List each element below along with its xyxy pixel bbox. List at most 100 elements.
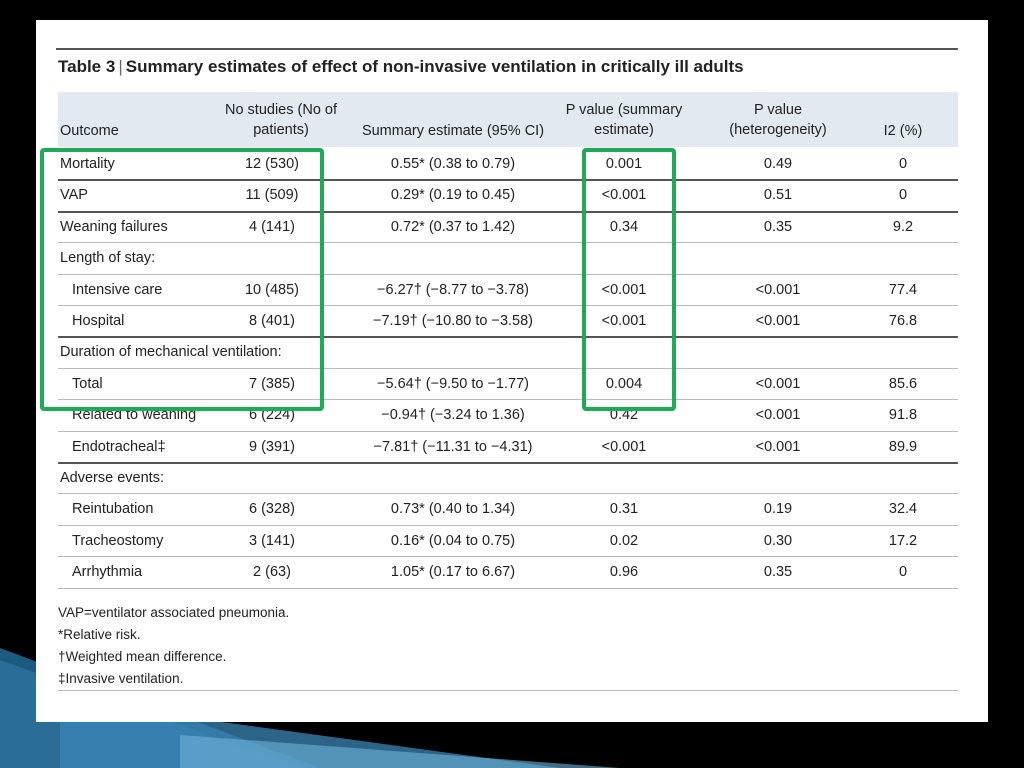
table-row: Arrhythmia 2 (63) 1.05* (0.17 to 6.67) 0.96…: [58, 557, 958, 588]
cell-het: 0.30: [763, 532, 793, 549]
cell-outcome: Reintubation: [72, 501, 154, 518]
cell-p: <0.001: [601, 438, 647, 455]
cell-studies: 7 (385): [249, 375, 295, 392]
header-outcome: Outcome: [60, 123, 119, 139]
table-row: Endotracheal‡ 9 (391) −7.81† (−11.31 to −4…: [58, 432, 958, 463]
cell-outcome: Intensive care: [72, 281, 163, 298]
cell-p: <0.001: [601, 281, 647, 298]
cell-estimate: 0.72* (0.37 to 1.42): [390, 218, 516, 235]
cell-p: 0.02: [609, 532, 639, 549]
table-row: Duration of mechanical ventilation:: [58, 337, 958, 368]
cell-outcome: Total: [72, 375, 103, 392]
title-rule: [56, 48, 958, 50]
cell-studies: 10 (485): [244, 281, 299, 298]
row-rule: [58, 399, 958, 401]
cell-estimate: −7.19† (−10.80 to −3.58): [372, 313, 534, 329]
cell-i2: 0: [898, 564, 908, 581]
table-row: Hospital 8 (401) −7.19† (−10.80 to −3.58) <…: [58, 306, 958, 337]
row-rule: [58, 430, 958, 432]
row-rule: [58, 305, 958, 306]
highlight-box-pvalues: [582, 148, 676, 411]
header-pvalue-line1: P value (summary: [565, 102, 683, 118]
footnote: *Relative risk.: [58, 627, 141, 642]
table-footnotes: VAP=ventilator associated pneumonia. *Re…: [58, 602, 289, 690]
row-rule: [58, 556, 958, 558]
cell-i2: 77.4: [888, 281, 918, 298]
cell-outcome: Mortality: [60, 156, 115, 172]
table-title-text: Summary estimates of effect of non-invas…: [125, 57, 744, 76]
cell-het: <0.001: [755, 281, 801, 298]
cell-studies: 12 (530): [244, 156, 299, 172]
table-row: Tracheostomy 3 (141) 0.16* (0.04 to 0.75) 0…: [58, 526, 958, 557]
cell-studies: 6 (224): [249, 407, 295, 424]
cell-het: 0.35: [763, 564, 793, 581]
table-row: Total 7 (385) −5.64† (−9.50 to −1.77) 0.004…: [58, 369, 958, 400]
bottom-rule: [58, 690, 958, 691]
header-heterogeneity: P value (heterogeneity): [708, 100, 848, 140]
header-studies-line1: No studies (No of: [224, 102, 338, 118]
header-i2: I2 (%): [883, 123, 923, 139]
cell-outcome: Hospital: [72, 313, 125, 329]
cell-p: 0.96: [609, 564, 639, 581]
cell-estimate: 0.73* (0.40 to 1.34): [390, 501, 516, 518]
table-card: Table 3 | Summary estimates of effect of n…: [36, 20, 988, 722]
cell-studies: 6 (328): [249, 501, 295, 518]
cell-outcome: VAP: [60, 187, 88, 204]
table-label: Table 3: [58, 57, 116, 76]
cell-estimate: 1.05* (0.17 to 6.67): [390, 564, 516, 581]
cell-p: <0.001: [601, 313, 647, 329]
cell-het: <0.001: [755, 407, 801, 424]
header-pvalue: P value (summary estimate): [558, 100, 690, 140]
table-row: Reintubation 6 (328) 0.73* (0.40 to 1.34) 0…: [58, 494, 958, 525]
row-rule: [58, 367, 958, 369]
row-rule: [58, 462, 958, 464]
cell-estimate: −7.81† (−11.31 to −4.31): [373, 438, 533, 455]
cell-outcome: Weaning failures: [60, 218, 168, 235]
cell-p: 0.001: [605, 156, 643, 172]
table-row: Adverse events:: [58, 463, 958, 494]
header-studies: No studies (No of patients): [216, 100, 346, 140]
footnote: †Weighted mean difference.: [58, 649, 227, 664]
row-rule: [58, 273, 958, 275]
cell-outcome: Duration of mechanical ventilation:: [60, 344, 282, 361]
cell-estimate: −5.64† (−9.50 to −1.77): [377, 375, 529, 392]
row-rule: [58, 524, 958, 526]
cell-het: 0.35: [763, 218, 793, 235]
cell-studies: 3 (141): [249, 532, 295, 549]
cell-estimate: 0.29* (0.19 to 0.45): [390, 187, 516, 204]
cell-p: 0.42: [609, 407, 639, 424]
cell-het: <0.001: [755, 438, 801, 455]
cell-studies: 2 (63): [253, 564, 291, 581]
header-pvalue-line2: estimate): [594, 122, 654, 138]
cell-estimate: 0.55* (0.38 to 0.79): [390, 156, 516, 172]
row-rule: [58, 493, 958, 495]
cell-studies: 11 (509): [245, 187, 299, 204]
cell-studies: 4 (141): [249, 218, 295, 235]
cell-het: <0.001: [755, 313, 801, 329]
cell-p: 0.004: [605, 375, 643, 392]
cell-estimate: −0.94† (−3.24 to 1.36): [381, 407, 525, 424]
cell-i2: 0: [898, 156, 908, 172]
table-header: Outcome No studies (No of patients) Summ…: [58, 92, 958, 147]
cell-outcome: Endotracheal‡: [72, 438, 166, 455]
cell-outcome: Arrhythmia: [72, 564, 143, 581]
cell-estimate: −6.27† (−8.77 to −3.78): [377, 281, 529, 298]
cell-p: 0.34: [609, 218, 639, 235]
header-het-line2: (heterogeneity): [729, 122, 827, 138]
cell-i2: 9.2: [892, 218, 914, 235]
cell-outcome: Length of stay:: [60, 250, 156, 267]
cell-estimate: 0.16* (0.04 to 0.75): [390, 532, 516, 549]
cell-i2: 32.4: [888, 501, 918, 518]
cell-p: 0.31: [609, 501, 639, 518]
cell-outcome: Tracheostomy: [72, 532, 164, 549]
cell-het: <0.001: [755, 375, 801, 392]
table-row: Weaning failures 4 (141) 0.72* (0.37 to 1.…: [58, 212, 958, 243]
header-het-line1: P value: [753, 102, 803, 118]
header-estimate: Summary estimate (95% CI): [361, 123, 545, 139]
row-rule: [58, 336, 958, 339]
table-title: Table 3 | Summary estimates of effect of n…: [58, 57, 744, 77]
cell-i2: 85.6: [888, 375, 918, 392]
cell-studies: 9 (391): [249, 438, 295, 455]
row-rule: [58, 587, 958, 589]
cell-p: <0.001: [601, 187, 647, 204]
